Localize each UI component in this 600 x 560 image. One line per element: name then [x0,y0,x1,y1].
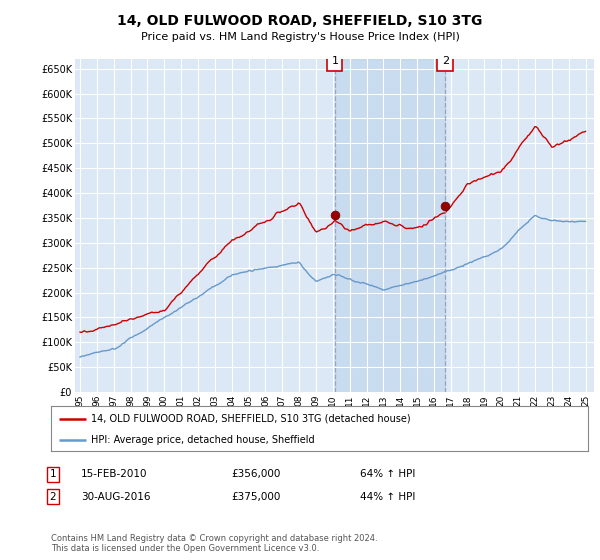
Text: 14, OLD FULWOOD ROAD, SHEFFIELD, S10 3TG: 14, OLD FULWOOD ROAD, SHEFFIELD, S10 3TG [118,14,482,28]
Text: 2: 2 [442,56,449,66]
Bar [335,59,445,392]
Text: 44% ↑ HPI: 44% ↑ HPI [360,492,415,502]
Point [440,201,450,210]
FancyBboxPatch shape [437,50,452,71]
Point [330,211,340,220]
Text: HPI: Average price, detached house, Sheffield: HPI: Average price, detached house, Shef… [91,435,315,445]
Text: 1: 1 [49,469,56,479]
Text: 30-AUG-2016: 30-AUG-2016 [81,492,151,502]
Text: 1: 1 [332,56,339,66]
Text: 64% ↑ HPI: 64% ↑ HPI [360,469,415,479]
Text: 2: 2 [49,492,56,502]
Text: 15-FEB-2010: 15-FEB-2010 [81,469,148,479]
Text: Price paid vs. HM Land Registry's House Price Index (HPI): Price paid vs. HM Land Registry's House … [140,32,460,43]
FancyBboxPatch shape [327,50,343,71]
Text: 14, OLD FULWOOD ROAD, SHEFFIELD, S10 3TG (detached house): 14, OLD FULWOOD ROAD, SHEFFIELD, S10 3TG… [91,413,411,423]
Text: Contains HM Land Registry data © Crown copyright and database right 2024.
This d: Contains HM Land Registry data © Crown c… [51,534,377,553]
Text: £356,000: £356,000 [231,469,280,479]
Text: £375,000: £375,000 [231,492,280,502]
